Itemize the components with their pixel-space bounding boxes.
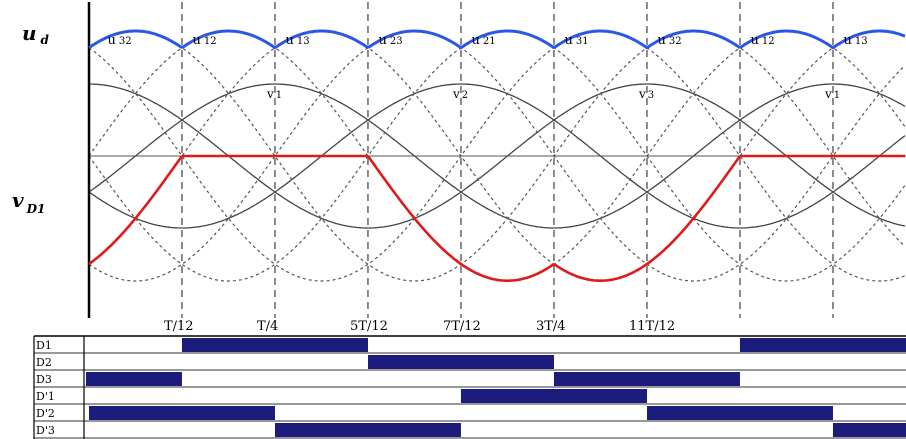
segment-label: u 13 xyxy=(285,33,309,48)
vd1-voltage-curve xyxy=(88,154,905,282)
phase-voltage-curve xyxy=(88,83,906,229)
segment-label: u 12 xyxy=(750,33,774,48)
table-row-label: D1 xyxy=(36,339,52,352)
tick-label: 7T/12 xyxy=(443,319,481,334)
dashed-gridlines xyxy=(181,2,834,318)
conduction-bar xyxy=(89,406,275,420)
conduction-bar xyxy=(274,423,461,437)
conduction-bar xyxy=(647,406,833,420)
tick-label: T/4 xyxy=(257,319,278,334)
line-voltage-curve xyxy=(88,30,906,282)
conduction-bar xyxy=(460,389,647,403)
line-voltage-labels: u 32 u 12 u 13 u 23 u 21 u 31 u 32 u 12 u 13 xyxy=(107,33,867,48)
conduction-bar xyxy=(553,372,740,386)
table-row-label: D'3 xyxy=(36,424,55,437)
phase-voltage-curve xyxy=(88,83,906,229)
vd1-axis-label: v D1 xyxy=(12,188,45,216)
table-row-label: D'2 xyxy=(36,407,55,420)
table-row-label: D2 xyxy=(36,356,52,369)
conduction-bar xyxy=(832,423,906,437)
tick-label: 11T/12 xyxy=(629,319,675,334)
line-voltage-curve xyxy=(88,30,906,282)
segment-label: u 32 xyxy=(107,33,131,48)
segment-label: u 23 xyxy=(378,33,402,48)
segment-label: u 13 xyxy=(843,33,867,48)
table-row-label: D'1 xyxy=(36,390,55,403)
line-voltage-curve xyxy=(88,30,906,282)
time-tick-labels: T/12 T/4 5T/12 7T/12 3T/4 11T/12 xyxy=(164,319,675,334)
segment-label: u 12 xyxy=(192,33,216,48)
tick-label: 3T/4 xyxy=(536,319,566,334)
conduction-bar xyxy=(181,338,368,352)
conduction-bar xyxy=(86,372,182,386)
table-row-label: D3 xyxy=(36,373,52,386)
segment-label: u 21 xyxy=(471,33,495,48)
conduction-table: D1 D2 D3 D'1 D'2 D'3 xyxy=(33,335,906,439)
conduction-bar xyxy=(368,355,554,369)
phase-voltage-curve xyxy=(89,83,906,229)
conduction-bar xyxy=(739,338,906,352)
segment-label: u 32 xyxy=(657,33,681,48)
line-voltage-curve xyxy=(88,30,906,282)
ud-envelope-curve xyxy=(88,29,906,50)
tick-label: 5T/12 xyxy=(350,319,388,334)
segment-label: u 31 xyxy=(564,33,588,48)
tick-label: T/12 xyxy=(164,319,194,334)
